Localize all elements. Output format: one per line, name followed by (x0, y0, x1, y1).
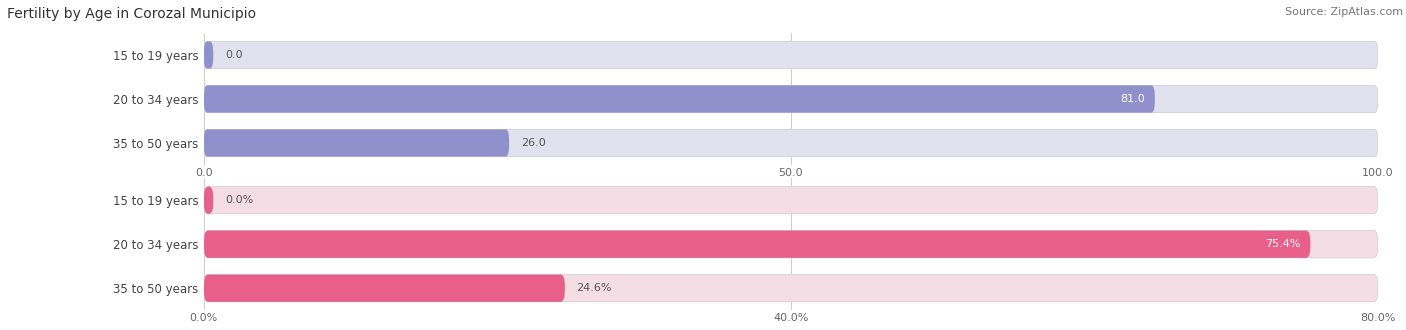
FancyBboxPatch shape (204, 275, 1378, 302)
Text: 75.4%: 75.4% (1265, 239, 1301, 249)
FancyBboxPatch shape (204, 231, 1310, 258)
FancyBboxPatch shape (204, 129, 509, 157)
Text: 24.6%: 24.6% (576, 283, 612, 293)
Text: 26.0: 26.0 (520, 138, 546, 148)
FancyBboxPatch shape (204, 231, 1378, 258)
FancyBboxPatch shape (204, 186, 214, 214)
FancyBboxPatch shape (204, 275, 565, 302)
FancyBboxPatch shape (204, 41, 214, 69)
FancyBboxPatch shape (204, 41, 1378, 69)
Text: Source: ZipAtlas.com: Source: ZipAtlas.com (1285, 7, 1403, 16)
FancyBboxPatch shape (204, 85, 1378, 113)
FancyBboxPatch shape (204, 186, 1378, 214)
Text: 81.0: 81.0 (1121, 94, 1146, 104)
Text: 0.0%: 0.0% (225, 195, 253, 205)
Text: Fertility by Age in Corozal Municipio: Fertility by Age in Corozal Municipio (7, 7, 256, 20)
FancyBboxPatch shape (204, 85, 1154, 113)
FancyBboxPatch shape (204, 129, 1378, 157)
Text: 0.0: 0.0 (225, 50, 243, 60)
